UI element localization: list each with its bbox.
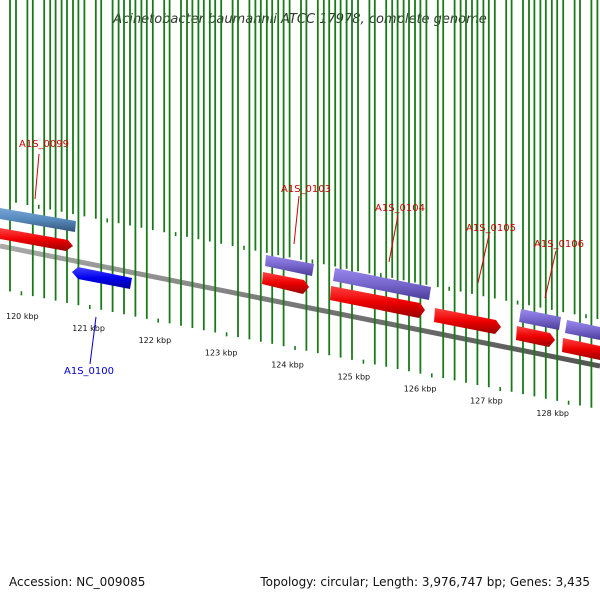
- feature-track: [0, 208, 600, 360]
- map-title: Acinetobacter baumannii ATCC 17978, comp…: [112, 12, 487, 27]
- genome-backbone: [0, 243, 600, 369]
- tick-label: 126 kbp: [404, 385, 437, 394]
- accession-text: Accession: NC_009085: [9, 575, 145, 589]
- gene-arrow-a1s-0099[interactable]: [0, 228, 73, 251]
- gene-arrow-a1s-0103[interactable]: [262, 272, 309, 294]
- gene-label-a1s-0105[interactable]: A1S_0105: [466, 223, 516, 234]
- gene-arrow[interactable]: [562, 338, 600, 360]
- gene-arrow-a1s-0105[interactable]: [434, 308, 501, 334]
- tick-label: 121 kbp: [72, 324, 105, 333]
- gene-arrow-a1s-0106[interactable]: [516, 326, 555, 347]
- tick-label: 128 kbp: [536, 409, 569, 418]
- feature-bar[interactable]: [519, 309, 561, 330]
- feature-bar[interactable]: [333, 268, 431, 300]
- gene-label-a1s-0106[interactable]: A1S_0106: [534, 239, 584, 250]
- gene-label-a1s-0100[interactable]: A1S_0100: [64, 366, 114, 377]
- feature-bar[interactable]: [0, 208, 76, 232]
- tick-label: 124 kbp: [271, 360, 304, 369]
- tick-label: 120 kbp: [6, 312, 39, 321]
- tick-label: 127 kbp: [470, 397, 503, 406]
- tick-label: 123 kbp: [205, 348, 238, 357]
- inner-tick-ring: [9, 0, 593, 408]
- gene-label-a1s-0099[interactable]: A1S_0099: [19, 139, 69, 150]
- gene-label-leaders: [34, 153, 557, 365]
- feature-bar[interactable]: [565, 320, 600, 340]
- tick-label: 125 kbp: [338, 373, 371, 382]
- outer-tick-ring: [15, 0, 599, 319]
- feature-bar[interactable]: [265, 255, 314, 276]
- gene-label-a1s-0104[interactable]: A1S_0104: [375, 203, 425, 214]
- gene-arrow-a1s-0104[interactable]: [330, 286, 425, 318]
- genome-summary-text: Topology: circular; Length: 3,976,747 bp…: [259, 575, 590, 589]
- tick-label: 122 kbp: [139, 336, 172, 345]
- gene-labels: A1S_0099 A1S_0100 A1S_0103 A1S_0104 A1S_…: [19, 139, 584, 377]
- gene-arrow-a1s-0100[interactable]: [72, 267, 132, 289]
- tick-labels: 120 kbp 121 kbp 122 kbp 123 kbp 124 kbp 125 k…: [6, 312, 569, 418]
- gene-label-a1s-0103[interactable]: A1S_0103: [281, 184, 331, 195]
